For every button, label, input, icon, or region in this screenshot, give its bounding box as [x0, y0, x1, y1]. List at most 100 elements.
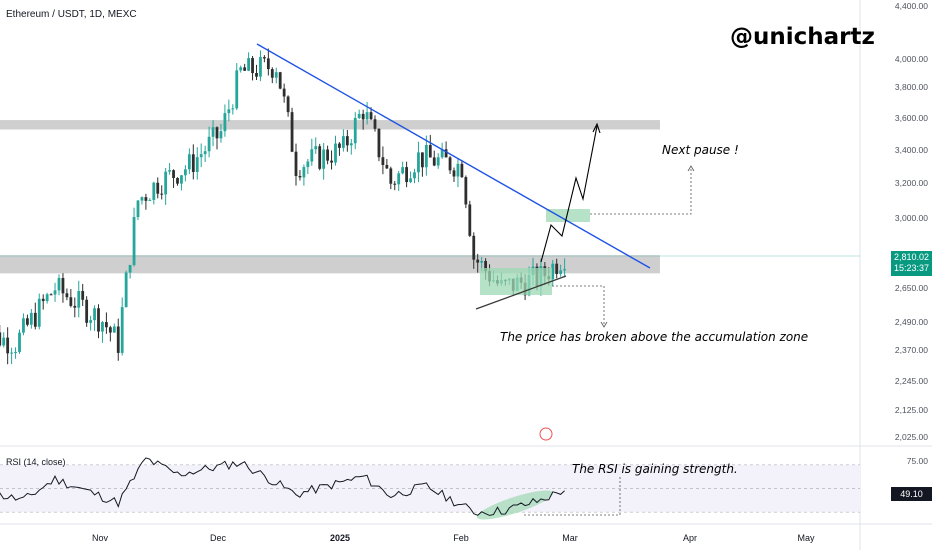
candle-body [448, 157, 452, 171]
time-label: Feb [453, 533, 469, 543]
candle-body [105, 322, 108, 328]
rising-support-line [475, 275, 567, 310]
candle-body [168, 170, 171, 172]
candle-body [381, 157, 385, 165]
candle-body [77, 291, 81, 308]
candle-body [26, 318, 29, 325]
breakout-arrow [600, 321, 608, 328]
candle-body [266, 58, 270, 70]
time-label: Nov [91, 533, 109, 543]
candle-body [369, 112, 373, 120]
candle-body [424, 145, 428, 168]
candle-body [207, 136, 211, 152]
candle-body [89, 320, 92, 323]
time-label: May [797, 533, 815, 543]
candle-body [361, 113, 365, 120]
candle-body [278, 72, 282, 89]
candle-body [160, 193, 164, 195]
candle-body [45, 294, 49, 302]
price-tick: 3,200.00 [894, 178, 928, 188]
time-label: Mar [562, 533, 578, 543]
candle-body [559, 270, 563, 275]
candle-body [10, 352, 13, 354]
candle-body [73, 305, 77, 308]
candle-body [187, 154, 191, 170]
candle-body [551, 263, 555, 280]
candle-body [263, 57, 266, 59]
candle-body [140, 197, 144, 201]
candle-body [342, 136, 345, 148]
candle-body [270, 69, 274, 78]
rsi-value-badge: 49.10 [891, 487, 932, 501]
candle-body [156, 182, 160, 194]
brand-watermark: @unichartz [730, 24, 875, 50]
candle-body [69, 297, 73, 306]
candle-body [377, 128, 381, 158]
price-tick: 3,000.00 [894, 213, 928, 223]
candle-body [120, 307, 124, 353]
candle-body [61, 277, 65, 294]
candle-body [97, 308, 100, 332]
price-tick: 4,400.00 [894, 1, 928, 11]
candle-body [176, 177, 179, 184]
breakout-connector [552, 285, 605, 326]
rsi-indicator-label[interactable]: RSI (14, close) [6, 457, 66, 467]
candle-body [373, 119, 377, 129]
price-tick: 3,800.00 [894, 82, 928, 92]
candle-body [338, 143, 341, 148]
last-price-value: 2,810.02 [893, 252, 930, 262]
time-label: Dec [209, 533, 227, 543]
symbol-header[interactable]: Ethereum / USDT, 1D, MEXC [6, 9, 137, 20]
candle-body [215, 127, 219, 139]
candle-body [484, 261, 487, 272]
time-label: 2025 [329, 533, 351, 543]
accumulation-box [480, 268, 552, 295]
candle-body [464, 177, 468, 205]
price-tick: 2,245.00 [894, 376, 928, 386]
price-tick: 2,125.00 [894, 405, 928, 415]
price-tick: 3,400.00 [894, 145, 928, 155]
candle-body [428, 145, 432, 158]
candle-body [199, 154, 203, 158]
candle-body [432, 157, 436, 166]
candle-body [227, 109, 231, 114]
candle-body [2, 337, 6, 346]
candle-body [476, 259, 480, 263]
candle-body [108, 327, 112, 333]
candle-body [219, 131, 223, 139]
candle-body [49, 294, 53, 296]
candle-body [334, 143, 337, 163]
candle-body [306, 161, 310, 168]
candle-body [393, 183, 397, 185]
rsi-note: The RSI is gaining strength. [572, 462, 738, 476]
price-tick: 2,370.00 [894, 345, 928, 355]
candle-body [298, 176, 302, 178]
candle-body [472, 235, 476, 260]
projected-path [540, 125, 598, 263]
candle-body [310, 149, 314, 162]
candle-body [326, 149, 329, 161]
candle-body [290, 112, 294, 152]
candle-body [259, 57, 262, 77]
candle-body [555, 263, 559, 275]
projection-arrowhead [592, 122, 601, 134]
candle-body [164, 171, 168, 195]
candle-body [444, 149, 448, 158]
bar-countdown: 15:23:37 [893, 263, 930, 273]
candle-body [239, 67, 243, 71]
candle-body [180, 175, 183, 184]
candle-body [397, 173, 401, 185]
candle-body [211, 127, 215, 137]
candle-body [413, 172, 416, 179]
candle-body [37, 298, 41, 327]
candle-body [452, 170, 456, 177]
candle-body [345, 136, 349, 146]
candle-body [0, 332, 2, 346]
candle-body [330, 160, 333, 163]
candle-body [235, 70, 239, 109]
candle-body [231, 108, 235, 110]
candle-body [144, 197, 148, 201]
candle-body [405, 167, 408, 183]
